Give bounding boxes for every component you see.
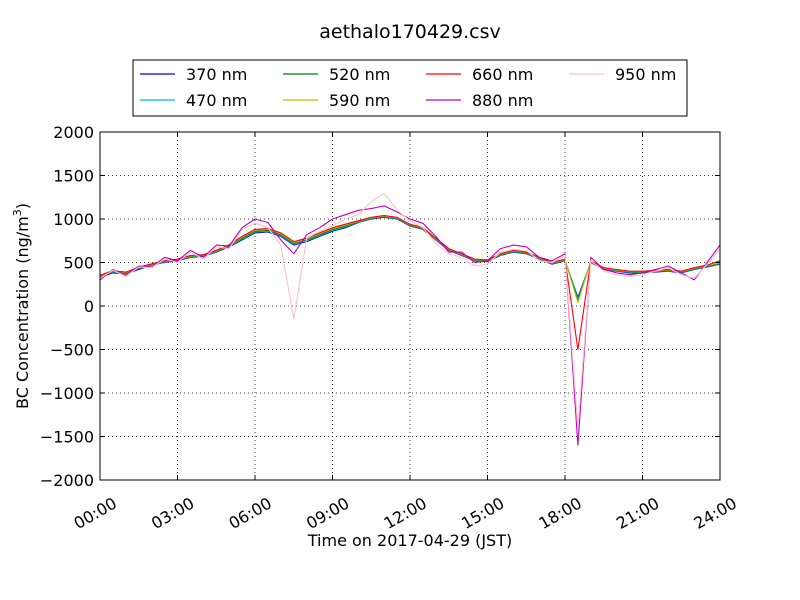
y-tick-label: 1000 (53, 210, 94, 229)
x-tick-label: 00:00 (71, 493, 120, 533)
y-tick-label: −1000 (40, 384, 94, 403)
plot-area (99, 131, 721, 481)
legend-label: 880 nm (472, 91, 533, 110)
y-tick-label: −2000 (40, 471, 94, 490)
chart-title: aethalo170429.csv (319, 21, 501, 43)
x-axis-label: Time on 2017-04-29 (JST) (307, 531, 512, 550)
series-line-950-nm (99, 192, 721, 429)
series-line-880-nm (99, 205, 721, 446)
y-tick-label: 2000 (53, 123, 94, 142)
ticks (99, 131, 721, 481)
legend-label: 470 nm (186, 91, 247, 110)
x-tick-label: 09:00 (303, 493, 352, 533)
x-tick-label: 12:00 (381, 493, 430, 533)
y-axis-label-end: ) (13, 203, 32, 209)
series-lines (99, 192, 721, 446)
legend-label: 370 nm (186, 65, 247, 84)
y-tick-label: −1500 (40, 428, 94, 447)
x-tick-label: 03:00 (148, 493, 197, 533)
y-tick-label: 500 (63, 254, 94, 273)
x-tick-label: 21:00 (613, 493, 662, 533)
x-tick-label: 24:00 (691, 493, 740, 533)
legend-label: 950 nm (615, 65, 676, 84)
y-axis-label-superscript: 3 (11, 209, 24, 216)
x-tick-label: 15:00 (458, 493, 507, 533)
x-tick-label: 06:00 (226, 493, 275, 533)
legend-box (132, 59, 688, 117)
x-tick-labels: 00:00 03:00 06:00 09:00 12:00 15:00 18:00 21:00… (71, 493, 740, 533)
legend: 370 nm 470 nm 520 nm 590 nm 660 nm 880 nm 950 … (132, 59, 688, 117)
y-tick-label: 1500 (53, 167, 94, 186)
y-tick-labels: −2000 −1500 −1000 −500 0 500 1000 1500 2000 (40, 123, 94, 490)
legend-label: 590 nm (329, 91, 390, 110)
y-axis-label-main: BC Concentration (ng/m (13, 216, 32, 409)
legend-label: 660 nm (472, 65, 533, 84)
y-tick-label: 0 (84, 297, 94, 316)
grid (100, 132, 720, 480)
legend-label: 520 nm (329, 65, 390, 84)
y-tick-label: −500 (50, 341, 94, 360)
y-axis-label: BC Concentration (ng/m3) (11, 203, 32, 409)
series-line-660-nm (99, 214, 721, 351)
x-tick-label: 18:00 (536, 493, 585, 533)
